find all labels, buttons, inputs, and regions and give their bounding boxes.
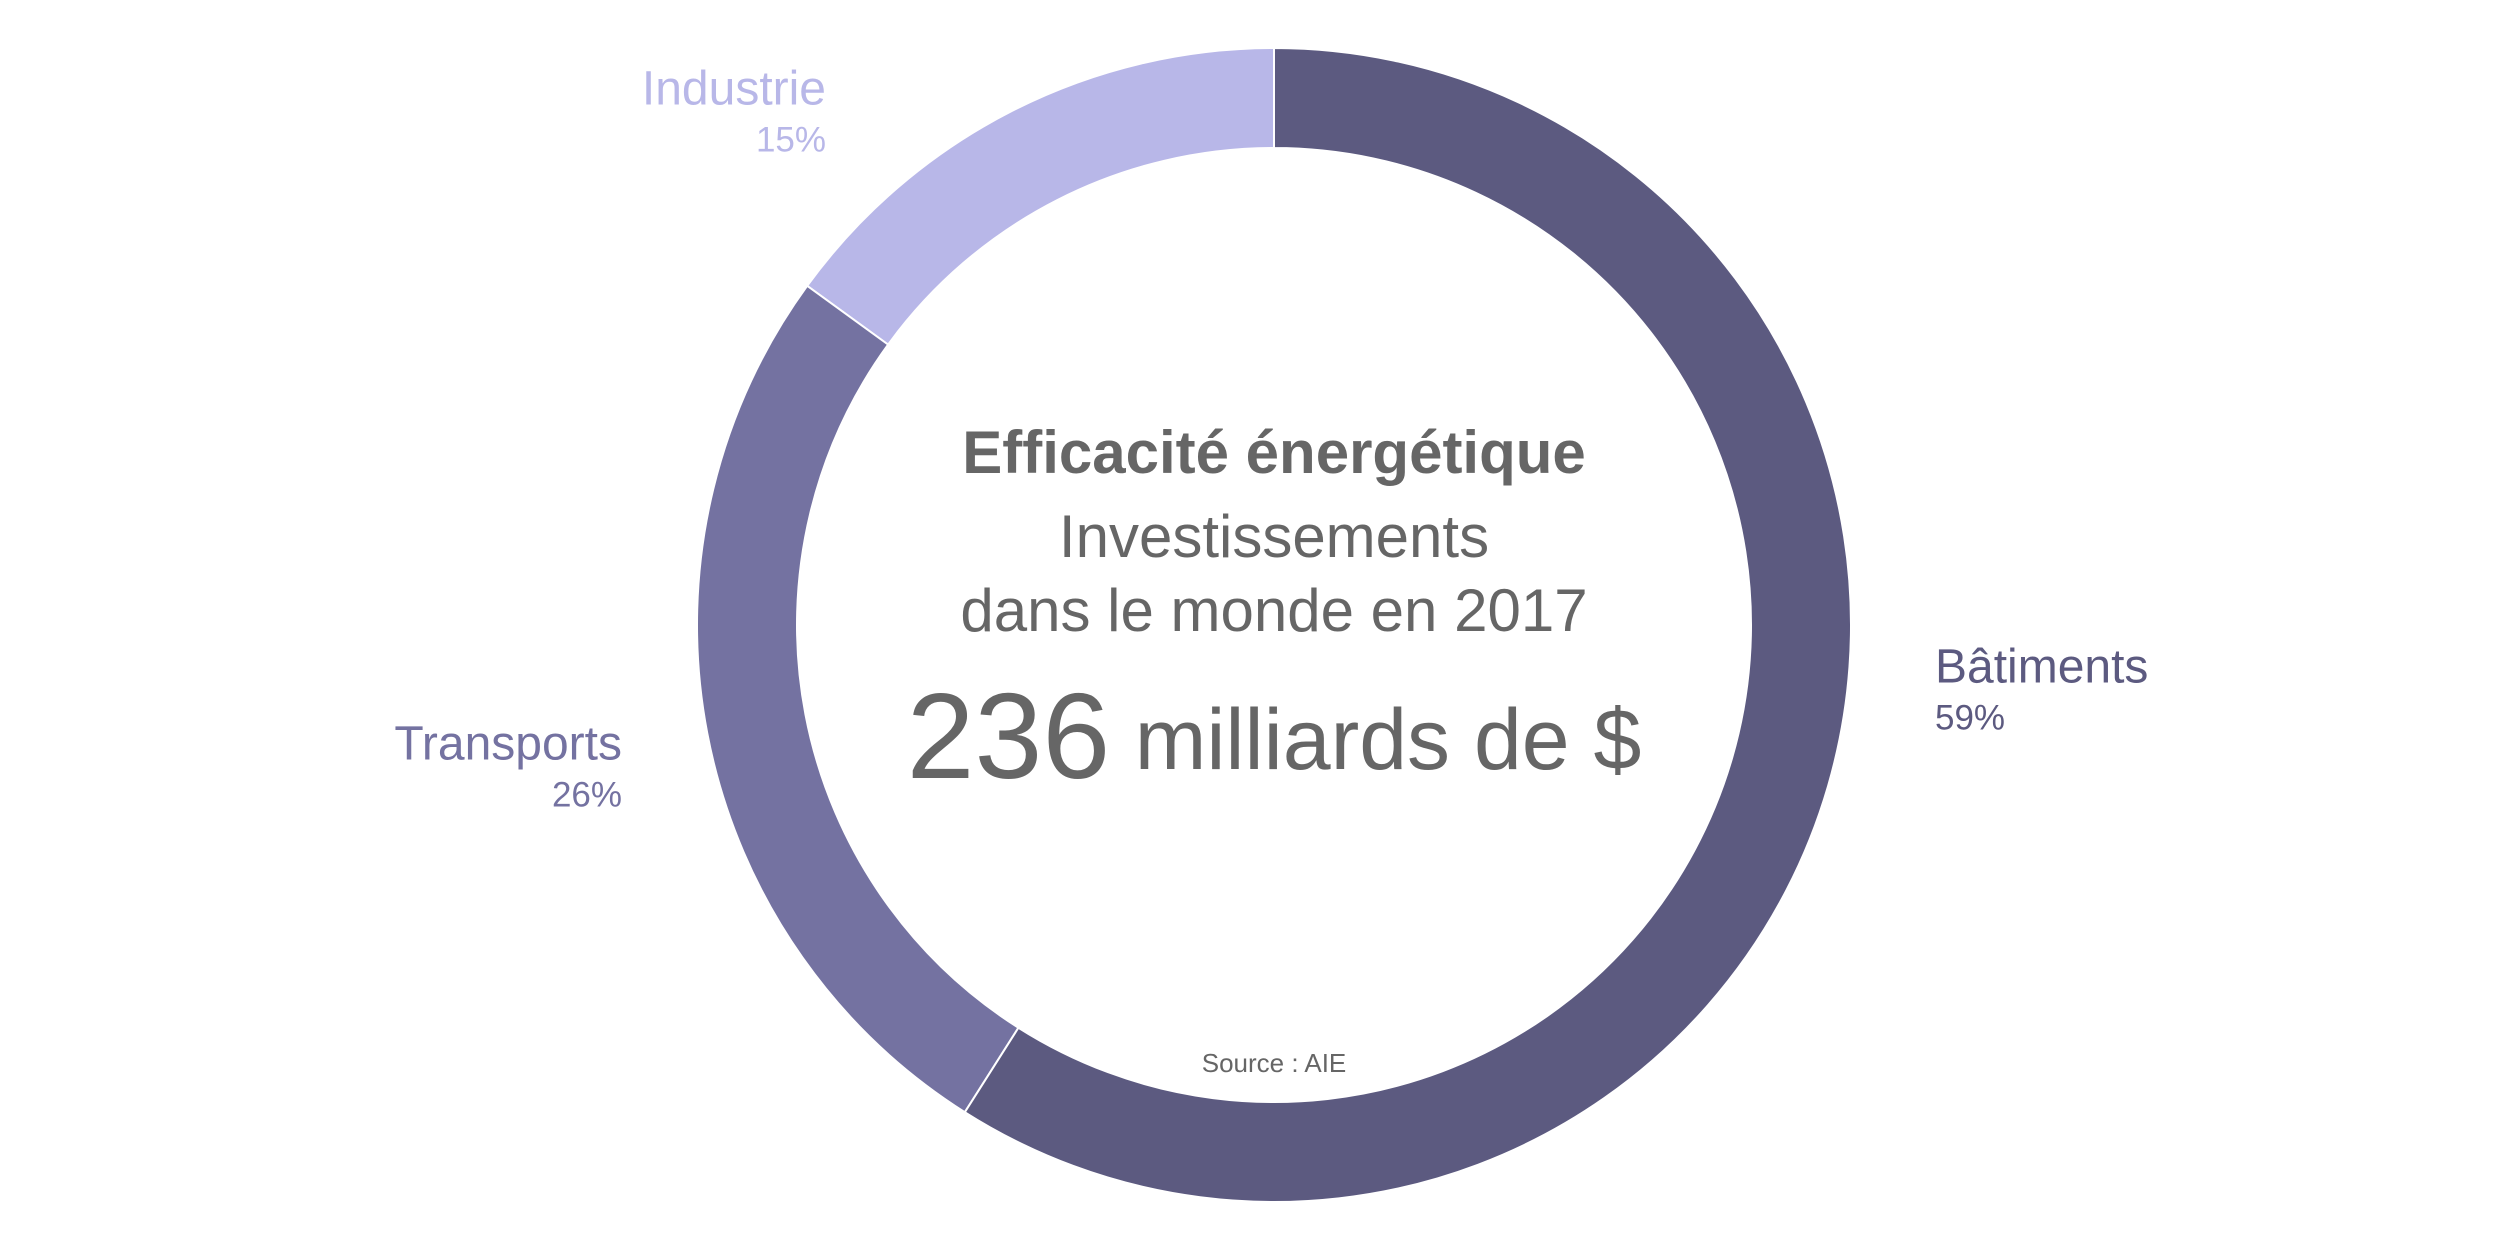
source: Source : AIE xyxy=(1202,1048,1347,1078)
segment-value-label: 59% xyxy=(1935,698,2005,737)
total-unit: milliards de $ xyxy=(1135,692,1642,788)
total-value: 236 xyxy=(907,668,1111,804)
segment-label: Industrie xyxy=(642,63,826,116)
segment-label: Bâtiments xyxy=(1935,641,2148,694)
total-line: 236 milliards de $ xyxy=(907,668,1642,804)
chart-title: Efficacité énergétique xyxy=(962,419,1586,486)
chart-subtitle: Investissements xyxy=(1059,503,1489,570)
donut-segment xyxy=(696,284,1020,1114)
segment-value-label: 26% xyxy=(552,775,622,814)
chart-subtitle: dans le monde en 2017 xyxy=(960,577,1587,644)
segment-value-label: 15% xyxy=(756,120,826,159)
donut-segment xyxy=(805,46,1275,347)
segment-label: Transports xyxy=(394,718,622,771)
donut-segment xyxy=(963,46,1852,1203)
